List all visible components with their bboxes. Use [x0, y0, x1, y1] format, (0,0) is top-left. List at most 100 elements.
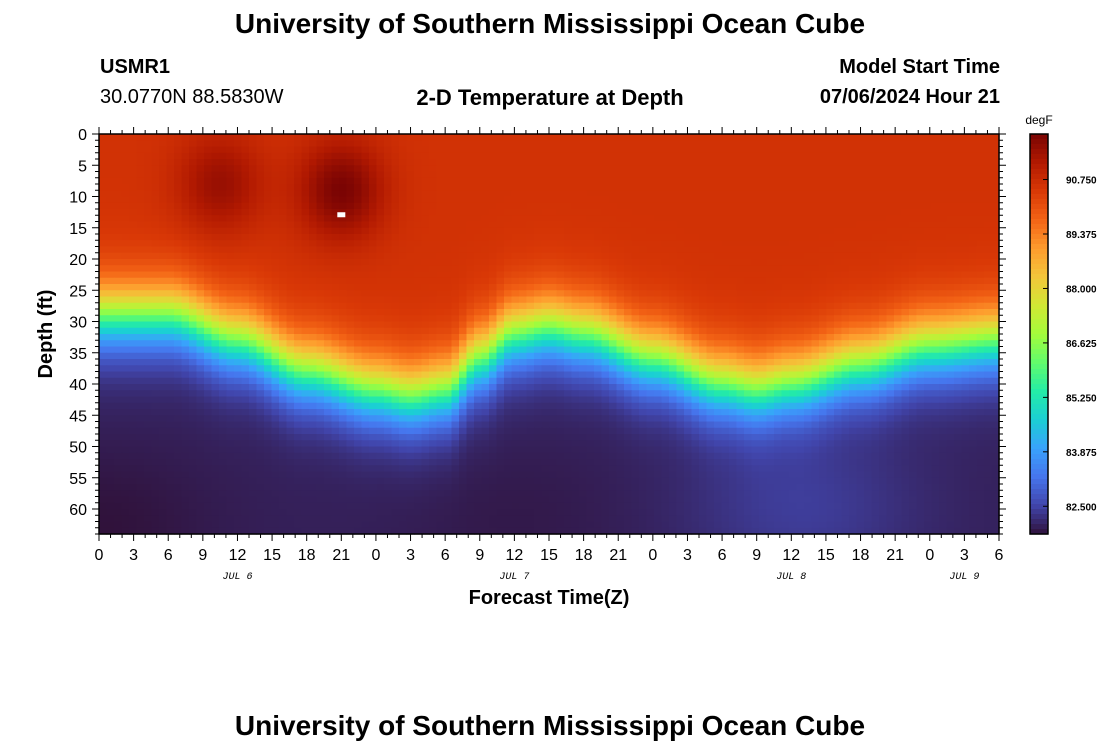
heatmap-cell [781, 359, 790, 366]
heatmap-cell [174, 196, 183, 204]
heatmap-cell [751, 265, 760, 273]
heatmap-cell [729, 377, 738, 385]
heatmap-cell [901, 171, 910, 179]
heatmap-cell [474, 259, 483, 266]
heatmap-cell [931, 327, 940, 335]
heatmap-cell [796, 290, 805, 298]
heatmap-cell [159, 202, 168, 210]
heatmap-cell [639, 190, 648, 198]
heatmap-cell [376, 371, 385, 379]
heatmap-cell [114, 284, 123, 291]
heatmap-cell [901, 234, 910, 241]
heatmap-cell [774, 352, 783, 360]
heatmap-cell [654, 365, 663, 373]
heatmap-cell [601, 159, 610, 166]
heatmap-cell [489, 246, 498, 254]
heatmap-cell [129, 334, 138, 341]
heatmap-cell [504, 190, 513, 198]
heatmap-cell [526, 152, 535, 160]
heatmap-cell [759, 271, 768, 279]
heatmap-cell [159, 177, 168, 185]
heatmap-cell [121, 290, 130, 298]
heatmap-cell [129, 259, 138, 266]
heatmap-cell [316, 252, 325, 260]
heatmap-cell [354, 377, 363, 385]
heatmap-cell [474, 171, 483, 179]
heatmap-cell [856, 352, 865, 360]
heatmap-cell [961, 352, 970, 360]
heatmap-cell [181, 134, 190, 141]
heatmap-cell [954, 377, 963, 385]
heatmap-cell [691, 365, 700, 373]
heatmap-cell [811, 346, 820, 354]
heatmap-cell [331, 159, 340, 166]
heatmap-cell [519, 184, 528, 191]
heatmap-cell [219, 202, 228, 210]
heatmap-cell [736, 271, 745, 279]
heatmap-cell [601, 177, 610, 185]
heatmap-cell [189, 159, 198, 166]
heatmap-cell [196, 384, 205, 391]
heatmap-cell [669, 234, 678, 241]
heatmap-cell [654, 352, 663, 360]
heatmap-cell [294, 334, 303, 341]
heatmap-cell [114, 259, 123, 266]
heatmap-cell [826, 209, 835, 216]
heatmap-cell [864, 227, 873, 235]
heatmap-cell [699, 234, 708, 241]
heatmap-cell [511, 190, 520, 198]
heatmap-cell [444, 309, 453, 316]
heatmap-cell [939, 277, 948, 285]
heatmap-cell [504, 309, 513, 316]
heatmap-cell [969, 284, 978, 291]
heatmap-cell [811, 171, 820, 179]
heatmap-cell [886, 284, 895, 291]
heatmap-cell [354, 165, 363, 173]
heatmap-cell [421, 152, 430, 160]
heatmap-cell [751, 146, 760, 154]
heatmap-cell [916, 240, 925, 248]
heatmap-cell [144, 340, 153, 348]
heatmap-cell [751, 352, 760, 360]
heatmap-cell [796, 209, 805, 216]
heatmap-cell [414, 196, 423, 204]
heatmap-cell [541, 384, 550, 391]
heatmap-cell [946, 190, 955, 198]
heatmap-cell [804, 271, 813, 279]
heatmap-cell [924, 184, 933, 191]
heatmap-cell [316, 327, 325, 335]
heatmap-cell [909, 152, 918, 160]
heatmap-cell [556, 340, 565, 348]
heatmap-cell [564, 215, 573, 223]
heatmap-cell [234, 234, 243, 241]
heatmap-cell [129, 384, 138, 391]
heatmap-cell [549, 371, 558, 379]
heatmap-cell [309, 234, 318, 241]
heatmap-cell [324, 234, 333, 241]
heatmap-cell [444, 302, 453, 310]
heatmap-cell [976, 234, 985, 241]
heatmap-cell [931, 171, 940, 179]
heatmap-cell [639, 265, 648, 273]
heatmap-cell [661, 340, 670, 348]
heatmap-cell [511, 346, 520, 354]
heatmap-cell [166, 327, 175, 335]
heatmap-cell [106, 384, 115, 391]
heatmap-cell [286, 234, 295, 241]
heatmap-cell [669, 221, 678, 229]
heatmap-cell [429, 146, 438, 154]
heatmap-cell [399, 259, 408, 266]
heatmap-cell [841, 140, 850, 148]
heatmap-cell [474, 371, 483, 379]
heatmap-cell [781, 134, 790, 141]
heatmap-cell [114, 327, 123, 335]
heatmap-cell [961, 315, 970, 323]
heatmap-cell [759, 152, 768, 160]
heatmap-cell [181, 252, 190, 260]
heatmap-cell [631, 159, 640, 166]
heatmap-cell [421, 246, 430, 254]
heatmap-cell [946, 265, 955, 273]
heatmap-cell [204, 234, 213, 241]
heatmap-cell [564, 346, 573, 354]
heatmap-cell [669, 184, 678, 191]
